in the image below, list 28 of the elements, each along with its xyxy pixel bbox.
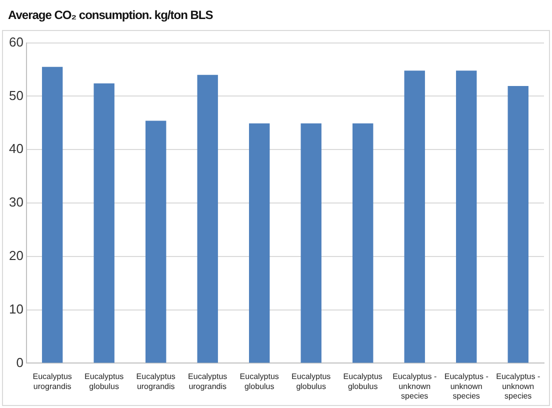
x-tick-label: Eucalyptus globulus: [240, 372, 279, 391]
bar: [300, 123, 322, 363]
x-tick-label: Eucalyptus urograndis: [188, 372, 228, 391]
bar: [352, 123, 374, 363]
bar: [404, 70, 425, 363]
y-tick-label: 20: [8, 248, 24, 263]
bar: [456, 70, 477, 363]
x-tick-label: Eucalyptus urograndis: [32, 372, 72, 391]
y-tick-label: 60: [8, 34, 24, 50]
x-tick-label: Eucalyptus globulus: [343, 372, 382, 391]
y-tick-label: 30: [8, 194, 24, 210]
bar: [249, 123, 270, 363]
bar: [94, 83, 114, 363]
x-tick-label: Eucalyptus globulus: [292, 372, 331, 391]
bar: [508, 86, 528, 363]
x-tick-label: Eucalyptus - unknown species: [496, 372, 540, 400]
x-tick-label: Eucalyptus globulus: [84, 372, 124, 391]
x-tick-label: Eucalyptus - unknown species: [392, 372, 437, 400]
chart-title: Average CO₂ consumption. kg/ton BLS: [8, 8, 213, 22]
y-tick-label: 40: [8, 141, 24, 156]
y-tick-label: 50: [8, 88, 24, 103]
x-tick-label: Eucalyptus urograndis: [136, 372, 176, 391]
y-tick-label: 0: [16, 354, 24, 370]
bar: [42, 66, 63, 363]
bar: [145, 120, 166, 363]
bar: [197, 74, 218, 363]
x-tick-label: Eucalyptus - unknown species: [444, 372, 489, 400]
y-tick-label: 10: [8, 301, 24, 316]
